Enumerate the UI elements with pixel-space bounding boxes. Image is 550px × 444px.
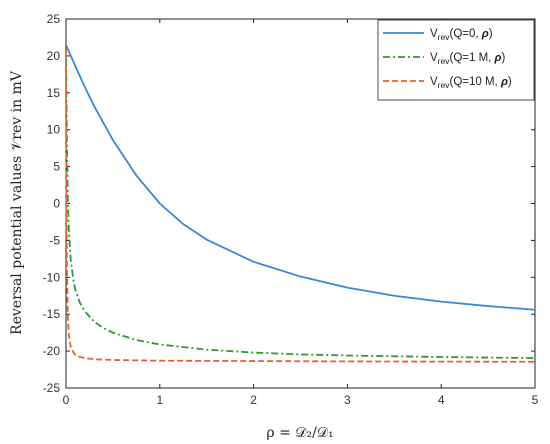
legend: Vrev(Q=0, ρ) Vrev(Q=1 M, ρ) Vrev(Q=10 M, ρ… — [377, 19, 535, 101]
y-tick-label: -20 — [43, 344, 61, 358]
y-axis-label: Reversal potential values 𝒱rev in mV — [9, 70, 25, 335]
x-tick-label: 4 — [438, 393, 445, 407]
x-tick-label: 1 — [156, 393, 163, 407]
y-tick-label: -5 — [49, 233, 60, 247]
y-tick-label: 10 — [47, 123, 61, 137]
legend-label-0: Vrev(Q=0, ρ) — [430, 28, 493, 42]
y-tick-label: 15 — [47, 86, 61, 100]
axis-ticks: 0 1 2 3 4 5 25 20 15 10 5 0 -5 -10 -15 -20 -25 — [43, 12, 539, 407]
series-line-0 — [65, 44, 536, 311]
y-tick-label: 25 — [47, 12, 61, 26]
x-axis-label: ρ = 𝒟₂/𝒟₁ — [266, 425, 333, 441]
series-line-2 — [65, 44, 536, 363]
x-tick-label: 5 — [532, 393, 539, 407]
x-tick-label: 3 — [344, 393, 351, 407]
y-tick-label: 20 — [47, 49, 61, 63]
x-tick-label: 2 — [250, 393, 257, 407]
y-tick-label: -25 — [43, 381, 61, 395]
y-tick-label: -15 — [43, 307, 61, 321]
y-tick-label: -10 — [43, 270, 61, 284]
x-tick-label: 0 — [63, 393, 70, 407]
series-lines — [65, 44, 536, 363]
legend-label-2: Vrev(Q=10 M, ρ) — [430, 76, 512, 90]
y-tick-label: 0 — [53, 197, 60, 211]
y-tick-label: 5 — [53, 160, 60, 174]
legend-label-1: Vrev(Q=1 M, ρ) — [430, 52, 506, 66]
